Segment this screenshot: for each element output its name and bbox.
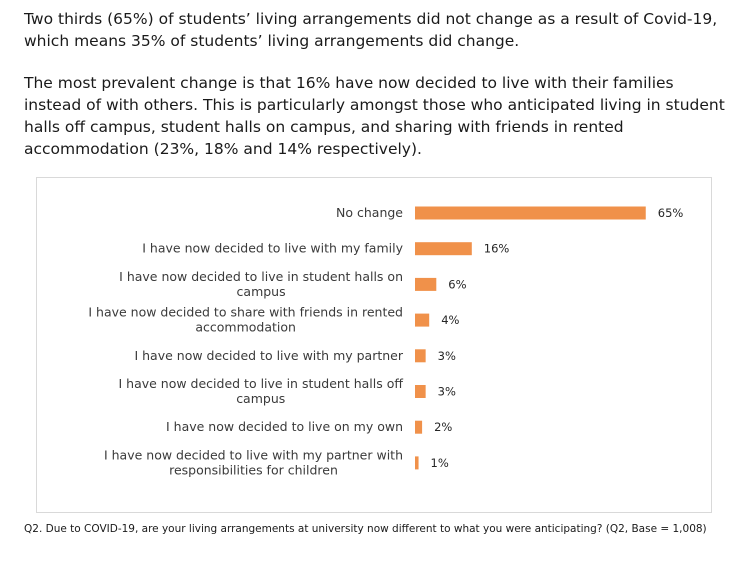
category-label: I have now decided to live with my famil…: [142, 241, 403, 256]
question-footnote: Q2. Due to COVID-19, are your living arr…: [24, 523, 707, 535]
category-label: No change: [336, 205, 403, 220]
value-label: 65%: [658, 206, 684, 220]
category-label: I have now decided to live in student ha…: [119, 269, 403, 299]
value-label: 16%: [484, 242, 510, 256]
bar: [415, 313, 430, 327]
value-label: 2%: [434, 420, 452, 434]
bar: [415, 349, 426, 363]
summary-paragraph-2: The most prevalent change is that 16% ha…: [24, 74, 725, 158]
bar: [415, 206, 646, 220]
chart-container: No change 65% I have now decided to live w…: [36, 177, 712, 513]
value-label: 4%: [441, 313, 459, 327]
value-label: 6%: [448, 277, 466, 291]
value-label: 1%: [431, 456, 449, 470]
bar: [415, 242, 472, 256]
bar: [415, 420, 423, 434]
bar: [415, 277, 437, 291]
bar-chart: No change 65% I have now decided to live w…: [88, 205, 684, 477]
bar: [415, 385, 426, 398]
summary-paragraph-1: Two thirds (65%) of students’ living arr…: [24, 10, 718, 50]
category-label: I have now decided to live with my partn…: [134, 348, 403, 363]
value-label: 3%: [438, 385, 456, 399]
bar: [415, 456, 419, 470]
category-label: I have now decided to live on my own: [166, 419, 403, 434]
category-label: I have now decided to live in student ha…: [118, 376, 403, 406]
category-label: I have now decided to share with friends…: [88, 305, 403, 335]
value-label: 3%: [438, 349, 456, 363]
category-label: I have now decided to live with my partn…: [104, 447, 403, 477]
